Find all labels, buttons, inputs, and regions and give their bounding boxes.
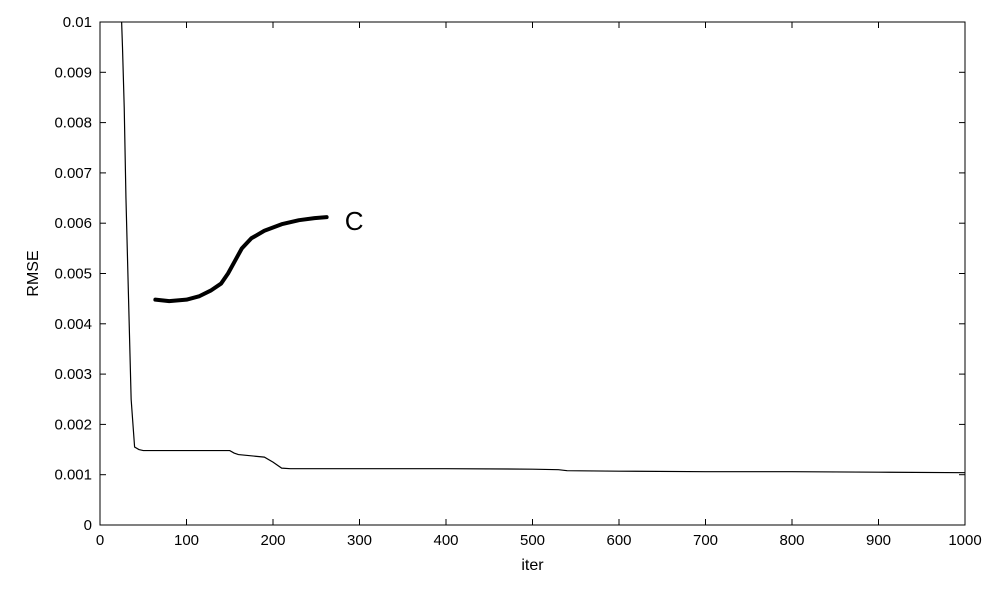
y-tick-label: 0.001 <box>54 467 92 484</box>
y-tick-label: 0.006 <box>54 215 92 232</box>
x-tick-label: 500 <box>520 532 545 549</box>
y-axis-label: RMSE <box>25 250 42 296</box>
y-tick-label: 0.009 <box>54 64 92 81</box>
x-tick-label: 100 <box>174 532 199 549</box>
rmse-curve <box>122 22 965 473</box>
x-tick-label: 700 <box>693 532 718 549</box>
annotation-swoosh <box>155 217 326 301</box>
x-tick-label: 900 <box>866 532 891 549</box>
x-tick-label: 400 <box>433 532 458 549</box>
rmse-line-chart: 0 100 200 300 400 500 600 700 800 900 1000 0 0.001 0.… <box>0 0 1000 591</box>
y-tick-label: 0.007 <box>54 165 92 182</box>
y-tick-label: 0.008 <box>54 115 92 132</box>
y-tick-label: 0 <box>84 517 92 534</box>
y-tick-label: 0.003 <box>54 366 92 383</box>
x-tick-label: 300 <box>347 532 372 549</box>
y-tick-label: 0.004 <box>54 316 92 333</box>
y-tick-label: 0.005 <box>54 266 92 283</box>
y-tick-label: 0.01 <box>63 14 92 31</box>
x-axis-label: iter <box>521 557 544 574</box>
x-tick-label: 1000 <box>948 532 981 549</box>
x-tick-label: 800 <box>779 532 804 549</box>
label-c: C <box>345 206 364 236</box>
x-tick-label: 0 <box>96 532 104 549</box>
x-tick-label: 200 <box>260 532 285 549</box>
y-tick-label: 0.002 <box>54 416 92 433</box>
x-tick-label: 600 <box>606 532 631 549</box>
